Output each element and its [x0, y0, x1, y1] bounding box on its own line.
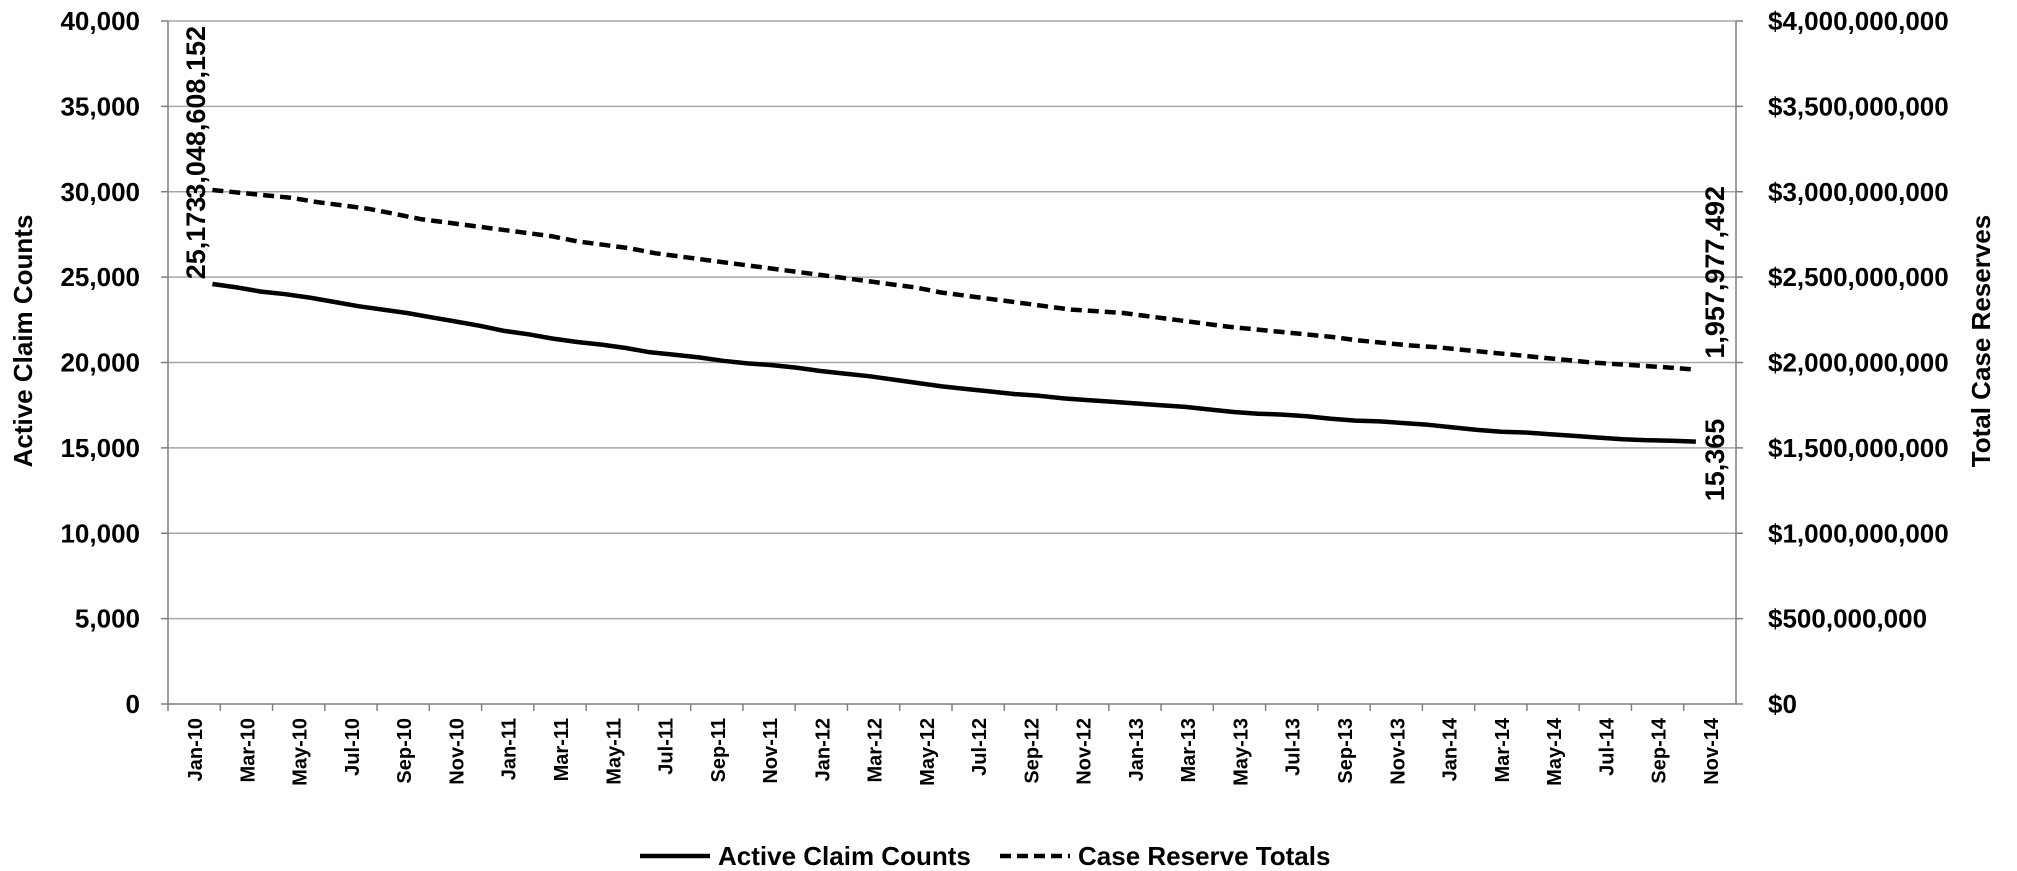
- x-tick-label: Mar-12: [865, 718, 887, 782]
- case-reserve-totals-line: [212, 187, 1697, 372]
- left-tick-label: 30,000: [60, 177, 140, 207]
- right-tick-label: $2,000,000,000: [1768, 348, 1949, 378]
- x-tick-label: Jan-13: [1126, 718, 1148, 781]
- x-tick-label: Jul-13: [1283, 718, 1305, 776]
- x-tick-label: Mar-10: [237, 718, 259, 782]
- right-tick-label: $1,000,000,000: [1768, 518, 1949, 548]
- x-tick-label: Sep-13: [1335, 718, 1357, 784]
- legend-label: Case Reserve Totals: [1078, 841, 1330, 871]
- left-axis-ticks: 0 5,000 10,000 15,000 20,000 25,000 30,000 35,0…: [60, 6, 168, 719]
- data-label: 15,365: [1700, 419, 1730, 502]
- left-tick-label: 40,000: [60, 6, 140, 36]
- right-tick-label: $0: [1768, 689, 1797, 719]
- x-tick-label: Jan-10: [185, 718, 207, 781]
- left-tick-label: 10,000: [60, 518, 140, 548]
- x-tick-label: May-10: [290, 718, 312, 786]
- x-tick-label: May-11: [603, 718, 625, 785]
- x-tick-label: Nov-12: [1074, 718, 1096, 785]
- x-tick-label: May-14: [1544, 717, 1566, 786]
- x-tick-label: Mar-11: [551, 718, 573, 781]
- x-tick-label: Nov-14: [1701, 717, 1723, 785]
- active-claim-counts-line: [212, 281, 1696, 444]
- legend: Active Claim Counts Case Reserve Totals: [640, 841, 1330, 871]
- x-tick-label: Nov-11: [760, 718, 782, 784]
- x-axis-ticks: Jan-10 Mar-10 May-10 Jul-10 Sep-10 Nov-10 Jan-…: [167, 704, 1723, 786]
- right-axis-ticks: $0 $500,000,000 $1,000,000,000 $1,500,000,0…: [1736, 6, 1949, 719]
- left-tick-label: 25,000: [60, 262, 140, 292]
- right-tick-label: $4,000,000,000: [1768, 6, 1949, 36]
- right-tick-label: $1,500,000,000: [1768, 433, 1949, 463]
- left-tick-label: 15,000: [60, 433, 140, 463]
- data-label: 1,957,977,492: [1700, 186, 1730, 359]
- x-tick-label: Sep-10: [394, 718, 416, 784]
- x-tick-label: Sep-11: [708, 718, 730, 782]
- data-label: 3,048,608,152: [181, 26, 211, 199]
- right-tick-label: $2,500,000,000: [1768, 262, 1949, 292]
- x-tick-label: Jul-11: [656, 718, 678, 775]
- left-tick-label: 20,000: [60, 348, 140, 378]
- left-tick-label: 35,000: [60, 91, 140, 121]
- x-tick-label: Jul-14: [1596, 717, 1618, 776]
- left-tick-label: 0: [126, 689, 140, 719]
- left-axis-title: Active Claim Counts: [8, 215, 38, 468]
- x-tick-label: Jan-12: [812, 718, 834, 781]
- gridlines: [168, 20, 1736, 620]
- x-tick-label: Jul-12: [969, 718, 991, 776]
- data-label: 25,173: [181, 197, 211, 280]
- legend-label: Active Claim Counts: [718, 841, 971, 871]
- left-tick-label: 5,000: [75, 604, 140, 634]
- right-axis-title: Total Case Reserves: [1966, 215, 1996, 467]
- right-tick-label: $500,000,000: [1768, 604, 1927, 634]
- x-tick-label: Jan-14: [1440, 717, 1462, 781]
- x-tick-label: Jan-11: [499, 718, 521, 780]
- x-tick-label: Mar-14: [1492, 717, 1514, 782]
- right-tick-label: $3,000,000,000: [1768, 177, 1949, 207]
- x-tick-label: Jul-10: [342, 718, 364, 776]
- x-tick-label: Sep-14: [1649, 717, 1671, 783]
- x-tick-label: Mar-13: [1178, 718, 1200, 782]
- series: [212, 187, 1697, 444]
- x-tick-label: Sep-12: [1021, 718, 1043, 784]
- right-tick-label: $3,500,000,000: [1768, 91, 1949, 121]
- x-tick-label: May-12: [917, 718, 939, 786]
- x-tick-label: Nov-10: [446, 718, 468, 785]
- x-tick-label: May-13: [1230, 718, 1252, 786]
- x-tick-label: Nov-13: [1387, 718, 1409, 785]
